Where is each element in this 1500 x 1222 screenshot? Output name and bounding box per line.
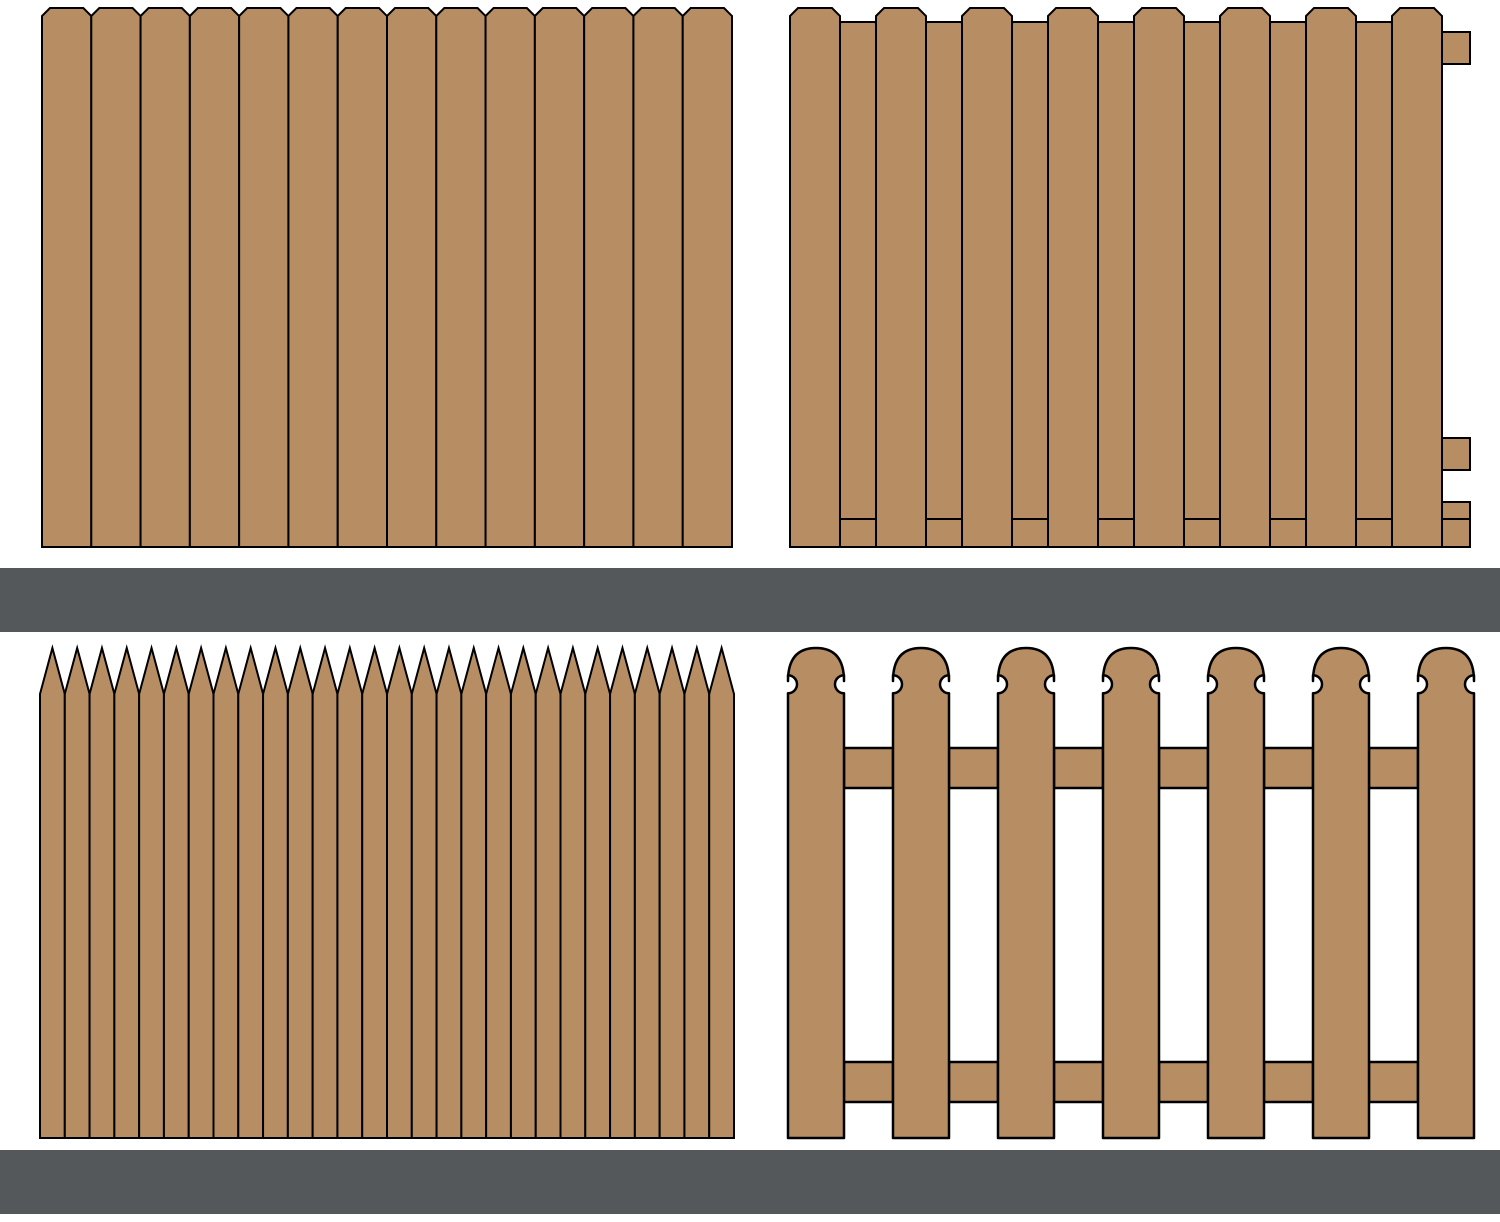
stockade-slat: [139, 648, 164, 1138]
privacy-slat: [683, 8, 732, 547]
stockade-slat: [536, 648, 561, 1138]
stockade-slat: [486, 648, 511, 1138]
stockade-slat: [65, 648, 90, 1138]
stockade-slat: [90, 648, 115, 1138]
privacy-slat: [486, 8, 535, 547]
stockade-slat: [437, 648, 462, 1138]
stockade-slat: [313, 648, 338, 1138]
privacy-slat: [338, 8, 387, 547]
shadowbox-front-slat: [1048, 8, 1098, 547]
privacy-slat: [288, 8, 337, 547]
stockade-slat: [288, 648, 313, 1138]
stockade-slat: [412, 648, 437, 1138]
picket-slat: [1418, 648, 1474, 1138]
shadowbox-front-slat: [1306, 8, 1356, 547]
picket-rail-segment: [844, 1062, 893, 1102]
stockade-slat: [263, 648, 288, 1138]
picket-rail-segment: [1054, 748, 1103, 788]
shadowbox-front-slat: [962, 8, 1012, 547]
stockade-slat: [709, 648, 734, 1138]
stockade-slat: [164, 648, 189, 1138]
picket-slat: [998, 648, 1054, 1138]
privacy-slat: [387, 8, 436, 547]
picket-rail-segment: [949, 1062, 998, 1102]
diagram-svg: [0, 0, 1500, 1217]
fence-privacy: [42, 8, 732, 547]
divider-bar: [0, 568, 1500, 632]
stockade-slat: [362, 648, 387, 1138]
shadowbox-front-slat: [1134, 8, 1184, 547]
divider-bar: [0, 1150, 1500, 1214]
stockade-slat: [189, 648, 214, 1138]
picket-rail-segment: [844, 748, 893, 788]
picket-slat: [893, 648, 949, 1138]
privacy-slat: [535, 8, 584, 547]
shadowbox-front-slat: [1220, 8, 1270, 547]
shadowbox-front-slat: [876, 8, 926, 547]
privacy-slat: [91, 8, 140, 547]
fence-shadowbox: [790, 8, 1470, 547]
stockade-slat: [238, 648, 263, 1138]
stockade-slat: [40, 648, 65, 1138]
fence-stockade: [40, 648, 734, 1138]
picket-rail-segment: [1369, 748, 1418, 788]
privacy-slat: [436, 8, 485, 547]
picket-rail-segment: [1264, 748, 1313, 788]
picket-rail-segment: [949, 748, 998, 788]
stockade-slat: [585, 648, 610, 1138]
privacy-slat: [584, 8, 633, 547]
privacy-slat: [633, 8, 682, 547]
stockade-slat: [561, 648, 586, 1138]
stockade-slat: [511, 648, 536, 1138]
stockade-slat: [461, 648, 486, 1138]
picket-slat: [1208, 648, 1264, 1138]
picket-rail-segment: [1159, 1062, 1208, 1102]
picket-slat: [788, 648, 844, 1138]
picket-rail-segment: [1369, 1062, 1418, 1102]
shadowbox-front-slat: [1392, 8, 1442, 547]
shadowbox-front-slat: [790, 8, 840, 547]
picket-slat: [1313, 648, 1369, 1138]
stockade-slat: [387, 648, 412, 1138]
stockade-slat: [214, 648, 239, 1138]
picket-rail-segment: [1054, 1062, 1103, 1102]
privacy-slat: [190, 8, 239, 547]
stockade-slat: [660, 648, 685, 1138]
stockade-slat: [635, 648, 660, 1138]
stockade-slat: [684, 648, 709, 1138]
stockade-slat: [610, 648, 635, 1138]
stockade-slat: [114, 648, 139, 1138]
picket-rail-segment: [1159, 748, 1208, 788]
fence-styles-diagram: [0, 0, 1500, 1217]
stockade-slat: [337, 648, 362, 1138]
picket-rail-segment: [1264, 1062, 1313, 1102]
picket-slat: [1103, 648, 1159, 1138]
privacy-slat: [141, 8, 190, 547]
privacy-slat: [239, 8, 288, 547]
privacy-slat: [42, 8, 91, 547]
